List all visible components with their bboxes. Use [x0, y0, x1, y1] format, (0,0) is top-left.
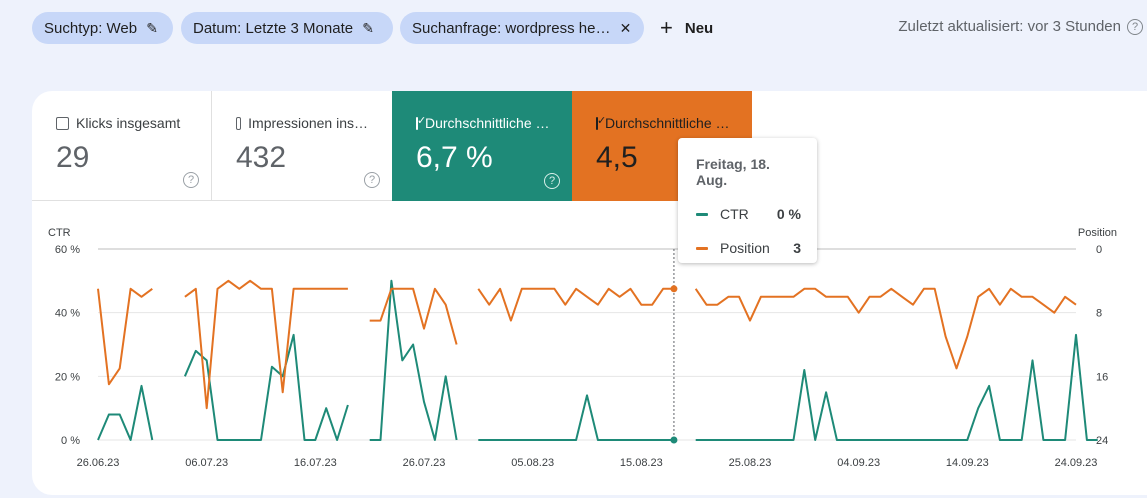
y-tick-label-right: 16 — [1096, 371, 1108, 383]
y-tick-label-right: 0 — [1096, 244, 1102, 256]
filter-chip-search-type[interactable]: Suchtyp: Web ✎ — [32, 12, 173, 44]
x-tick-label: 05.08.23 — [511, 457, 554, 469]
metric-value: 6,7 % — [416, 141, 493, 174]
x-tick-label: 26.06.23 — [77, 457, 120, 469]
performance-chart[interactable]: CTR Position 60 % 40 % 20 % 0 % 0 8 16 24 26.06.23… — [32, 91, 1147, 495]
help-icon[interactable]: ? — [364, 172, 380, 188]
x-tick-label: 04.09.23 — [837, 457, 880, 469]
pencil-icon[interactable]: ✎ — [362, 19, 374, 36]
tooltip-date: Freitag, 18. Aug. — [696, 156, 770, 188]
metric-value: 432 — [236, 141, 287, 174]
x-tick-label: 06.07.23 — [185, 457, 228, 469]
ctr-highlight-point — [670, 436, 678, 444]
x-tick-label: 26.07.23 — [403, 457, 446, 469]
new-filter-button[interactable]: + Neu — [660, 14, 713, 42]
last-updated-text: Zuletzt aktualisiert: vor 3 Stunden — [898, 18, 1121, 35]
filter-chip-label: Suchanfrage: wordpress he… — [412, 19, 611, 37]
metric-value: 4,5 — [596, 141, 638, 174]
filter-chip-date[interactable]: Datum: Letzte 3 Monate ✎ — [181, 12, 393, 44]
x-tick-label: 24.09.23 — [1055, 457, 1098, 469]
x-tick-label: 14.09.23 — [946, 457, 989, 469]
help-icon[interactable]: ? — [183, 172, 199, 188]
checkbox-icon[interactable] — [236, 116, 242, 130]
metric-label: Durchschnittliche … — [425, 115, 550, 131]
y-tick-label-left: 0 % — [61, 435, 80, 447]
new-filter-label: Neu — [684, 19, 714, 37]
metric-value: 29 — [56, 141, 90, 174]
y-tick-label-left: 20 % — [55, 371, 80, 383]
checkbox-checked-icon[interactable] — [596, 114, 606, 130]
help-icon[interactable]: ? — [544, 173, 560, 189]
legend-swatch — [696, 246, 708, 250]
tooltip-series-value: 0 % — [776, 206, 801, 222]
chart-tooltip: Freitag, 18. Aug. CTR 0 % Position 3 — [678, 138, 817, 263]
y-tick-label-right: 24 — [1096, 435, 1108, 447]
filter-bar: Suchtyp: Web ✎ Datum: Letzte 3 Monate ✎ … — [0, 0, 1147, 56]
tooltip-row-position: Position 3 — [696, 240, 801, 256]
x-tick-label: 15.08.23 — [620, 457, 663, 469]
metric-total-impressions[interactable]: Impressionen ins… 432 ? — [212, 91, 392, 201]
position-highlight-point — [670, 285, 678, 293]
left-axis-title: CTR — [48, 227, 71, 239]
pencil-icon[interactable]: ✎ — [146, 19, 158, 36]
metric-label: Durchschnittliche … — [605, 115, 730, 131]
last-updated: Zuletzt aktualisiert: vor 3 Stunden ? — [898, 18, 1143, 35]
plus-icon: + — [660, 15, 673, 40]
help-icon[interactable]: ? — [1127, 18, 1143, 35]
legend-swatch — [696, 212, 708, 216]
tooltip-series-name: Position — [720, 240, 770, 256]
y-tick-label-left: 60 % — [55, 244, 80, 256]
metric-label: Klicks insgesamt — [76, 115, 181, 131]
tooltip-row-ctr: CTR 0 % — [696, 206, 801, 222]
tooltip-series-value: 3 — [793, 240, 801, 256]
filter-chip-query[interactable]: Suchanfrage: wordpress he… ✕ — [400, 12, 644, 44]
right-axis-title: Position — [1078, 227, 1117, 239]
metric-average-ctr[interactable]: Durchschnittliche … 6,7 % ? — [392, 91, 572, 201]
performance-card: Klicks insgesamt 29 ? Impressionen ins… … — [32, 91, 1147, 495]
close-icon[interactable]: ✕ — [619, 19, 632, 36]
x-tick-label: 16.07.23 — [294, 457, 337, 469]
y-tick-label-right: 8 — [1096, 308, 1102, 320]
y-tick-label-left: 40 % — [55, 308, 80, 320]
filter-chip-label: Suchtyp: Web — [44, 19, 138, 37]
position-series-line — [97, 279, 1077, 410]
checkbox-icon[interactable] — [56, 116, 69, 130]
ctr-series-line — [97, 279, 1098, 441]
metric-total-clicks[interactable]: Klicks insgesamt 29 ? — [32, 91, 212, 201]
tooltip-series-name: CTR — [720, 206, 749, 222]
x-tick-label: 25.08.23 — [729, 457, 772, 469]
metric-label: Impressionen ins… — [248, 115, 368, 131]
filter-chip-label: Datum: Letzte 3 Monate — [193, 19, 354, 37]
checkbox-checked-icon[interactable] — [416, 114, 426, 130]
